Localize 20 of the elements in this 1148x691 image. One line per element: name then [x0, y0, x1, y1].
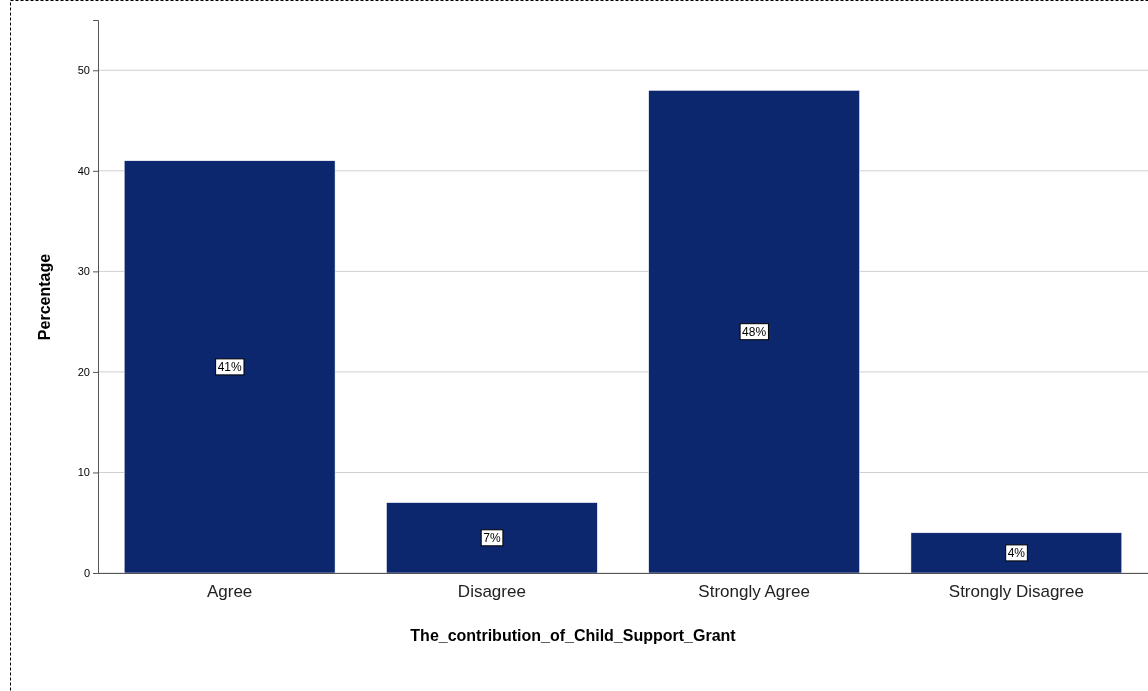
y-tick-label: 20 [77, 365, 90, 378]
data-label: 41% [217, 359, 242, 374]
x-tick-label: Agree [206, 582, 253, 602]
x-tick-label: Strongly Agree [698, 582, 810, 602]
data-label: 7% [483, 530, 501, 545]
y-tick-label: 40 [77, 164, 90, 177]
bar [648, 90, 860, 574]
y-tick-label: 30 [77, 265, 90, 278]
y-tick-label: 10 [77, 466, 90, 479]
data-label: 4% [1007, 545, 1026, 560]
data-label: 48% [742, 324, 767, 339]
x-tick-label: Strongly Disagree [948, 582, 1084, 602]
bar [386, 502, 598, 574]
y-axis-title: Percentage [36, 253, 53, 341]
x-axis-title: The_contribution_of_Child_Support_Grant [410, 627, 737, 644]
bar [910, 532, 1123, 574]
y-tick-label: 0 [83, 567, 90, 580]
y-tick-label: 50 [77, 64, 90, 77]
bar [123, 160, 336, 574]
x-tick-label: Disagree [457, 582, 526, 602]
